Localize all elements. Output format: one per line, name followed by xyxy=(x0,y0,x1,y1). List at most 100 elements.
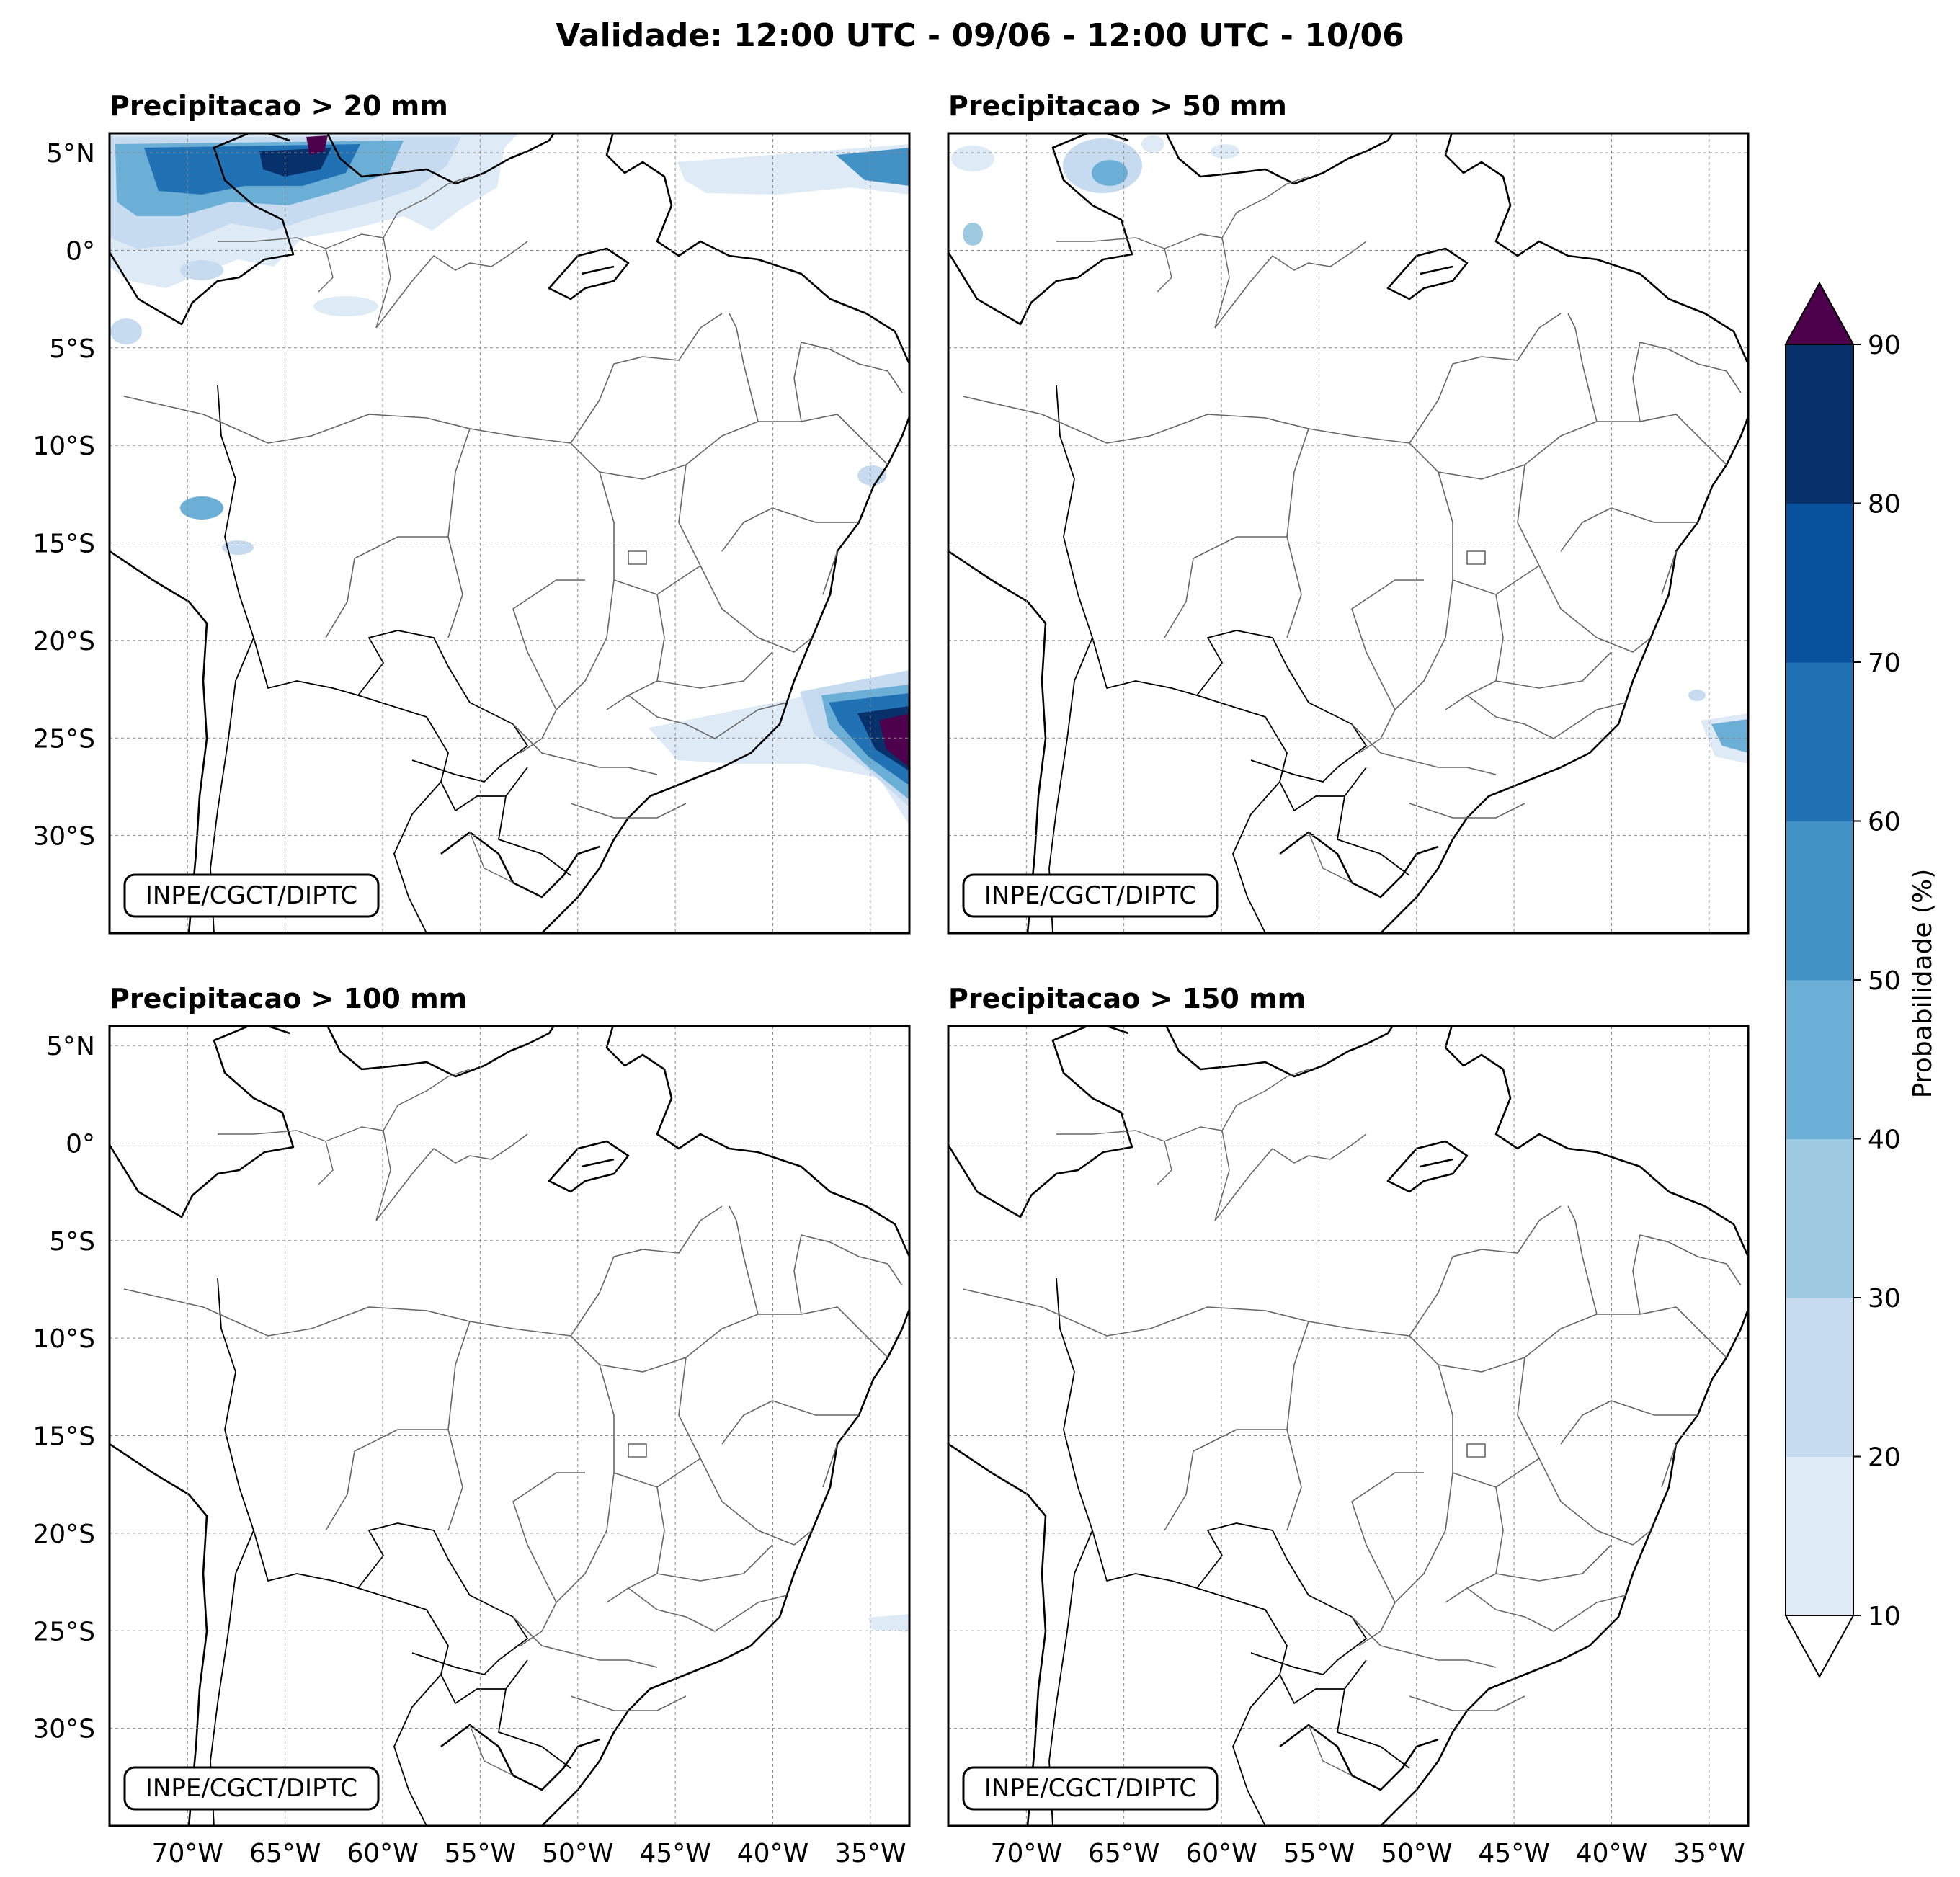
credit-text: INPE/CGCT/DIPTC xyxy=(984,881,1196,910)
lat-tick-label: 20°S xyxy=(32,1520,95,1549)
prob-cell xyxy=(110,318,142,344)
probability-field xyxy=(868,1614,909,1632)
prob-40-60-area xyxy=(836,148,909,186)
gridlines xyxy=(110,133,909,933)
colorbar-band xyxy=(1786,1138,1853,1298)
prob-cell xyxy=(951,146,994,171)
lon-tick-label: 40°W xyxy=(737,1839,808,1868)
prob-cell xyxy=(180,496,223,520)
lat-tick-label: 10°S xyxy=(32,1324,95,1354)
colorbar-tick-label: 30 xyxy=(1868,1284,1901,1314)
prob-cell xyxy=(1092,160,1128,186)
colorbar-tick-label: 60 xyxy=(1868,808,1901,837)
credit-box: INPE/CGCT/DIPTC xyxy=(962,873,1219,918)
gridlines xyxy=(948,1026,1748,1826)
map-frame xyxy=(947,132,1750,935)
colorbar-tick-labels: 10 20 30 40 50 60 70 80 90 xyxy=(1853,331,1901,1631)
lat-tick-label: 15°S xyxy=(32,1422,95,1452)
lat-tick-label: 0° xyxy=(66,236,95,266)
lon-tick-label: 70°W xyxy=(152,1839,223,1868)
lon-tick-label: 50°W xyxy=(1381,1839,1452,1868)
colorbar-label: Probabilidade (%) xyxy=(1908,869,1938,1099)
lon-tick-label: 50°W xyxy=(542,1839,613,1868)
lon-tick-label: 65°W xyxy=(249,1839,321,1868)
colorbar-band xyxy=(1786,503,1853,663)
prob-over-90-area xyxy=(879,713,909,767)
colorbar: 10 20 30 40 50 60 70 80 90 Probabilidade (%) xyxy=(1784,281,1938,1679)
lat-tick-label: 25°S xyxy=(32,1617,95,1646)
lat-tick-label: 25°S xyxy=(32,724,95,754)
panel-title: Precipitacao > 100 mm xyxy=(110,983,467,1015)
lon-tick-label: 35°W xyxy=(1673,1839,1745,1868)
colorbar-tick-label: 80 xyxy=(1868,490,1901,520)
colorbar-band xyxy=(1786,1298,1853,1457)
lat-tick-label: 5°S xyxy=(49,1227,95,1257)
lat-tick-label: 5°N xyxy=(46,139,95,169)
map-frame xyxy=(108,132,911,935)
prob-80-90-area xyxy=(259,148,331,177)
probability-field xyxy=(951,135,1748,764)
colorbar-tick-label: 50 xyxy=(1868,966,1901,996)
lon-tick-label: 70°W xyxy=(991,1839,1062,1868)
lat-tick-label: 30°S xyxy=(32,822,95,852)
credit-text: INPE/CGCT/DIPTC xyxy=(146,881,357,910)
lon-tick-label: 45°W xyxy=(1478,1839,1549,1868)
lat-tick-label: 5°N xyxy=(46,1032,95,1061)
credit-text: INPE/CGCT/DIPTC xyxy=(984,1774,1196,1803)
prob-10-20-area xyxy=(868,1614,909,1632)
gridlines xyxy=(110,1026,909,1826)
colorbar-tick-label: 20 xyxy=(1868,1443,1901,1473)
lon-tick-label: 40°W xyxy=(1576,1839,1647,1868)
prob-cell xyxy=(858,465,886,486)
credit-box: INPE/CGCT/DIPTC xyxy=(123,1766,380,1811)
prob-cell xyxy=(1141,135,1164,153)
lon-tick-label: 35°W xyxy=(834,1839,906,1868)
colorbar-tick-label: 40 xyxy=(1868,1125,1901,1155)
lon-tick-label: 65°W xyxy=(1088,1839,1159,1868)
prob-over-90-area xyxy=(306,135,328,155)
figure-title: Validade: 12:00 UTC - 09/06 - 12:00 UTC … xyxy=(556,17,1404,54)
colorbar-tick-label: 70 xyxy=(1868,648,1901,678)
panel-title: Precipitacao > 20 mm xyxy=(110,90,448,122)
prob-cell xyxy=(1688,690,1706,701)
colorbar-over-triangle xyxy=(1784,281,1855,345)
prob-cell xyxy=(313,296,378,316)
lon-tick-labels: 70°W 65°W 60°W 55°W 50°W 45°W 40°W 35°W 70°W 65°W… xyxy=(152,1839,1745,1868)
lat-tick-label: 15°S xyxy=(32,530,95,559)
panel-title: Precipitacao > 50 mm xyxy=(948,90,1287,122)
credit-text: INPE/CGCT/DIPTC xyxy=(146,1774,357,1803)
colorbar-band xyxy=(1786,344,1853,504)
panel-50mm: Precipitacao > 50 mm INPE/CGCT/DIPTC xyxy=(947,90,1750,935)
lon-tick-label: 55°W xyxy=(1283,1839,1355,1868)
colorbar-bands xyxy=(1786,344,1853,1616)
colorbar-tick-label: 90 xyxy=(1868,331,1901,360)
credit-box: INPE/CGCT/DIPTC xyxy=(962,1766,1219,1811)
lon-tick-label: 60°W xyxy=(1185,1839,1257,1868)
colorbar-under-triangle xyxy=(1784,1615,1855,1679)
probability-field xyxy=(110,133,909,825)
colorbar-tick-label: 10 xyxy=(1868,1602,1901,1631)
lon-tick-label: 55°W xyxy=(445,1839,516,1868)
lon-tick-label: 45°W xyxy=(639,1839,710,1868)
lat-tick-label: 0° xyxy=(66,1129,95,1159)
lon-tick-label: 60°W xyxy=(347,1839,418,1868)
lat-tick-label: 20°S xyxy=(32,627,95,656)
gridlines xyxy=(948,133,1748,933)
colorbar-band xyxy=(1786,980,1853,1139)
panel-title: Precipitacao > 150 mm xyxy=(948,983,1306,1015)
map-frame xyxy=(947,1025,1750,1827)
lat-tick-label: 5°S xyxy=(49,334,95,364)
lat-tick-label: 30°S xyxy=(32,1715,95,1744)
map-frame xyxy=(108,1025,911,1827)
prob-40-60-area xyxy=(1711,719,1748,753)
colorbar-band xyxy=(1786,821,1853,981)
lat-tick-label: 10°S xyxy=(32,432,95,461)
panel-150mm: Precipitacao > 150 mm INPE/CGCT/DIPTC xyxy=(947,983,1750,1827)
lat-tick-labels: 5°N 0° 5°S 10°S 15°S 20°S 25°S 30°S 5°N 0° 5°S 10°S… xyxy=(32,139,95,1744)
prob-cell xyxy=(180,260,223,280)
panel-20mm: Precipitacao > 20 mm xyxy=(108,90,911,935)
prob-cell xyxy=(222,540,254,555)
colorbar-band xyxy=(1786,662,1853,821)
panel-100mm: Precipitacao > 100 mm INPE/CGCT/DIPTC xyxy=(108,983,911,1827)
